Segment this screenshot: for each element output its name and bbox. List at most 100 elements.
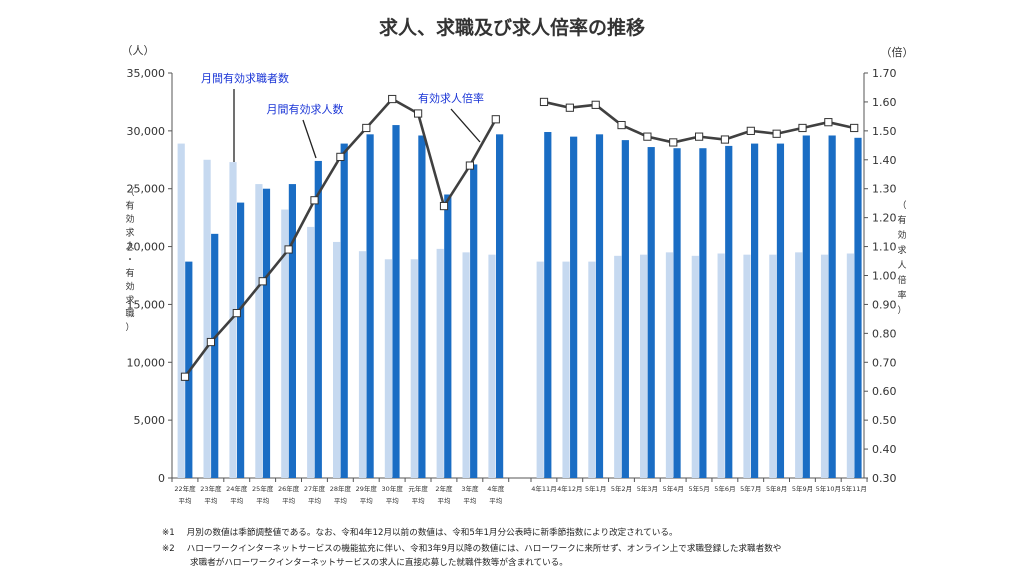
x-tick-label-sub: 平均 — [489, 496, 503, 505]
seeker-bar — [536, 261, 544, 478]
seeker-bar — [614, 255, 622, 478]
chart-title: 求人、求職及び求人倍率の推移 — [379, 16, 645, 39]
left-axis-unit: （人） — [122, 44, 155, 57]
x-tick-label-sub: 平均 — [230, 496, 244, 505]
seeker-bar — [588, 261, 596, 478]
left-tick-label: 0 — [158, 472, 165, 485]
openings-bar — [544, 132, 552, 478]
x-tick-label: 5年8月 — [766, 484, 787, 493]
right-tick-label: 0.40 — [872, 443, 897, 456]
right-tick-label: 1.50 — [872, 125, 897, 138]
left-axis-label-char: 人 — [125, 241, 134, 252]
ratio-point — [465, 161, 474, 170]
right-axis-label-char: 人 — [897, 260, 906, 271]
right-tick-label: 1.00 — [872, 270, 897, 283]
left-axis-label-char: ・ — [125, 256, 134, 266]
right-tick-label: 0.30 — [872, 472, 897, 485]
right-axis-label-char: ） — [897, 305, 906, 316]
right-axis-label: （ 有効求人倍率 ） — [897, 200, 906, 316]
note-1-text: 月別の数値は季節調整値である。なお、令和4年12月以前の数値は、令和5年1月分公… — [186, 528, 678, 538]
ratio-point — [772, 129, 781, 138]
openings-bar — [211, 233, 219, 478]
ratio-point — [362, 123, 371, 133]
x-tick-label: 5年1月 — [585, 484, 606, 493]
openings-bar — [725, 145, 733, 478]
x-tick-label-sub: 平均 — [334, 496, 348, 505]
ratio-point — [798, 123, 807, 133]
openings-bar — [496, 134, 504, 479]
x-tick-label: 25年度 — [252, 484, 274, 493]
ratio-point — [617, 120, 626, 130]
ratio-point — [850, 123, 859, 133]
note-1: ※1 月別の数値は季節調整値である。なお、令和4年12月以前の数値は、令和5年1月… — [162, 527, 678, 540]
right-axis-label-char: 率 — [897, 289, 906, 301]
right-axis-label-char: 有 — [897, 214, 906, 226]
right-tick-label: 1.10 — [872, 241, 897, 254]
ratio-point — [539, 97, 549, 107]
x-tick-label: 27年度 — [304, 484, 326, 493]
ratio-point — [491, 115, 500, 124]
seeker-bar — [177, 143, 185, 479]
x-tick-label: 28年度 — [330, 484, 352, 493]
left-tick-label: 35,000 — [127, 67, 166, 80]
x-tick-label: 2年度 — [435, 484, 453, 493]
openings-bar — [776, 143, 785, 479]
ratio-point — [232, 309, 241, 318]
ratio-point — [414, 109, 423, 118]
left-tick-label: 10,000 — [127, 356, 166, 369]
note-2: ※2 ハローワークインターネットサービスの機能拡充に伴い、令和3年9月以降の数値に… — [162, 543, 781, 556]
openings-bar — [828, 135, 836, 478]
seeker-bar — [665, 252, 674, 478]
openings-bar — [699, 148, 707, 478]
x-tick-label: 4年度 — [487, 484, 505, 493]
x-tick-label-sub: 平均 — [438, 496, 452, 505]
ratio-point — [258, 277, 267, 286]
axes: 0 5,000 10,000 15,000 20,000 25,000 30,000 35,0… — [127, 67, 897, 485]
bars — [177, 125, 862, 479]
seeker-bar — [462, 252, 470, 478]
x-tick-label-sub: 平均 — [386, 496, 400, 505]
ratio-point — [336, 152, 345, 161]
note-3: 求職者がハローワークインターネットサービスの求人に直接応募した就職件数等が含まれ… — [190, 557, 568, 570]
seeker-bar — [562, 261, 570, 478]
seeker-bar — [436, 248, 444, 478]
ratio-point — [643, 132, 652, 141]
x-tick-label: 5年9月 — [792, 484, 813, 493]
openings-bar — [570, 136, 578, 478]
x-tick-label: 5年10月 — [816, 484, 841, 493]
x-tick-label: 5年6月 — [714, 484, 735, 493]
x-tick-label: 22年度 — [174, 484, 196, 493]
ratio-point — [388, 94, 397, 104]
left-axis-label-char: 職 — [125, 309, 134, 320]
ratio-point — [591, 100, 600, 109]
openings-bar — [392, 125, 400, 479]
ratio-point — [824, 118, 833, 127]
x-tick-label: 4年12月 — [557, 484, 582, 493]
seeker-bar — [488, 254, 496, 478]
x-tick-label: 5年4月 — [663, 484, 684, 493]
x-tick-label: 29年度 — [356, 484, 378, 493]
right-tick-label: 0.90 — [872, 298, 897, 311]
openings-bar — [621, 140, 629, 478]
ratio-point — [565, 103, 574, 112]
x-tick-label-sub: 平均 — [360, 496, 374, 505]
seeker-bar — [307, 226, 315, 478]
callout-job-openings: 月間有効求人数 — [267, 102, 344, 116]
left-axis-label-char: 効 — [125, 213, 134, 225]
openings-bar — [673, 148, 681, 478]
left-axis-label-char: 有 — [125, 200, 134, 212]
x-tick-label-sub: 平均 — [463, 496, 477, 505]
left-tick-label: 20,000 — [127, 241, 166, 254]
right-tick-label: 0.50 — [872, 414, 897, 427]
right-tick-label: 1.70 — [872, 67, 897, 80]
x-tick-label: 30年度 — [382, 484, 404, 493]
note-3-text: 求職者がハローワークインターネットサービスの求人に直接応募した就職件数等が含まれ… — [190, 558, 568, 568]
seeker-bar — [203, 159, 211, 479]
openings-bar — [366, 134, 374, 479]
openings-bar — [288, 184, 296, 479]
left-tick-label: 15,000 — [127, 298, 166, 311]
x-tick-label: 23年度 — [200, 484, 222, 493]
openings-bar — [854, 137, 862, 479]
callout-leader — [450, 108, 481, 143]
